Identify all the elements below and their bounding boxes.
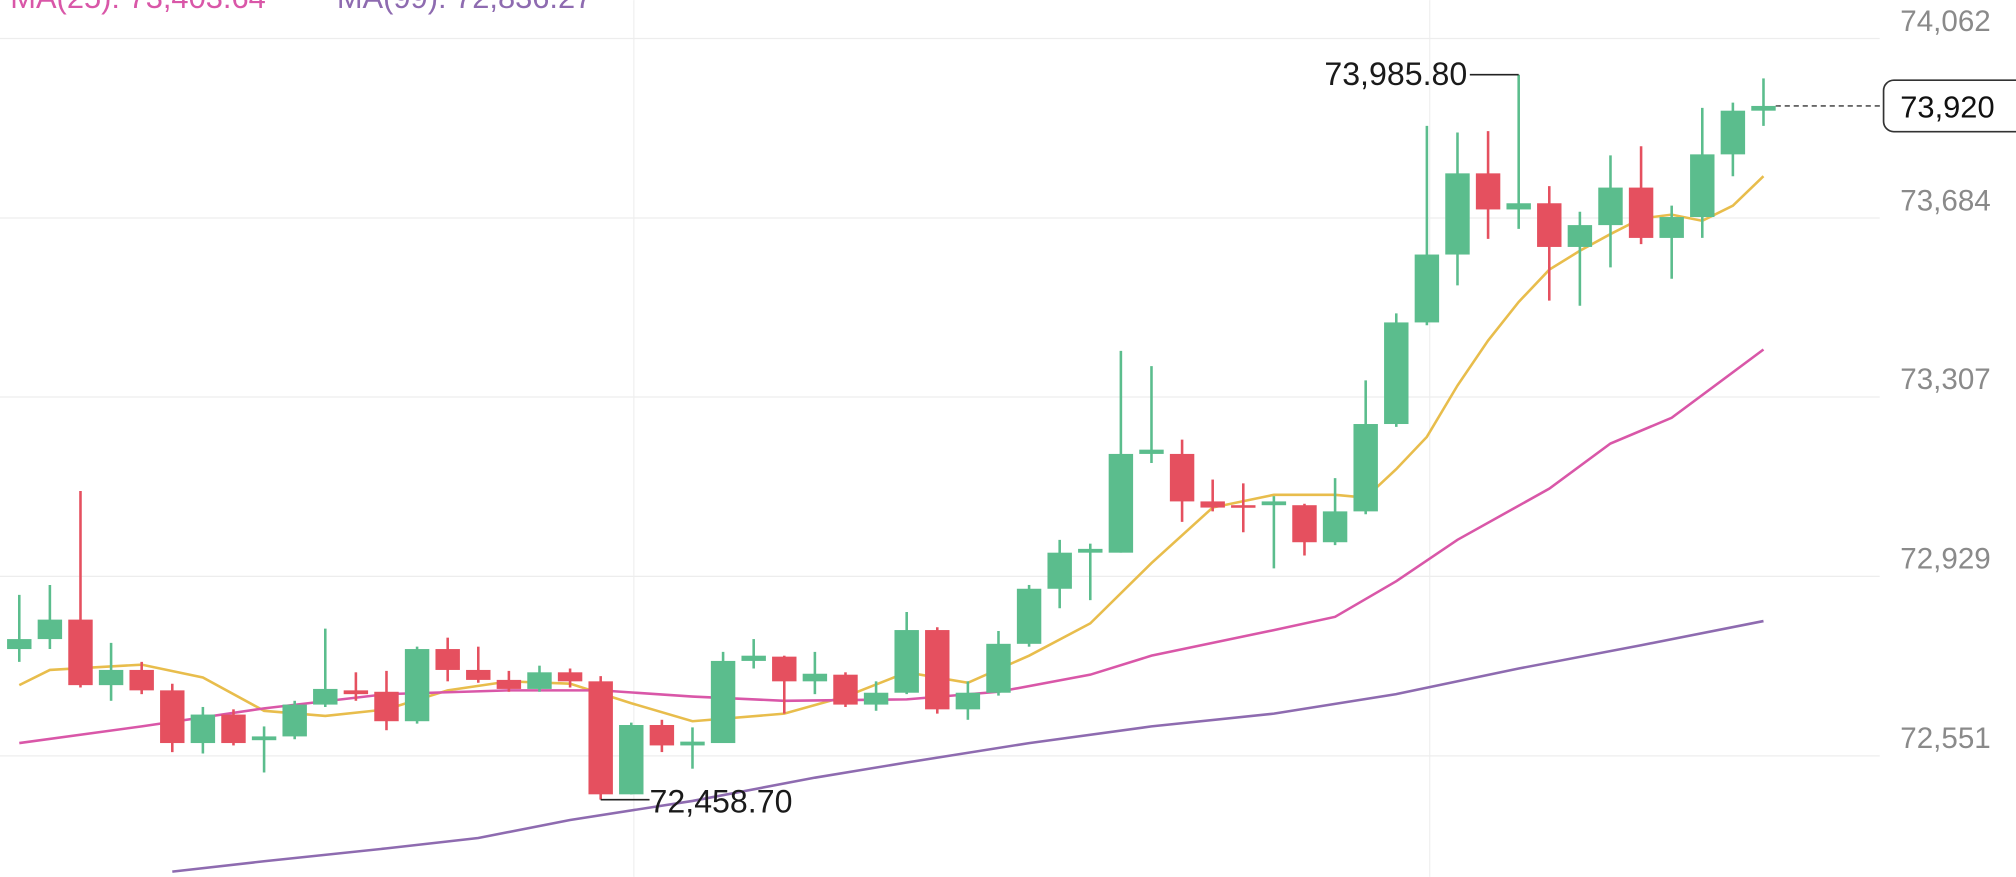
candle-body [313,688,338,705]
candle-body [1139,449,1164,454]
candle-body [1108,453,1134,553]
candle-body [588,681,613,795]
candle-body [1078,548,1103,553]
candle-body [37,619,63,640]
candle-body [1261,501,1287,506]
last-price-tag [1882,79,2016,133]
candle-body [282,704,307,737]
y-tick-label: 74,062 [1900,5,1990,38]
y-tick-label: 73,307 [1900,363,1990,396]
candle-body [404,649,430,722]
candle-body [894,630,919,693]
annotation-label: 73,985.80 [1324,56,1467,92]
candle-body [986,643,1011,693]
candle-body [527,672,552,689]
candle-body [1659,217,1684,238]
candle-body [1567,225,1593,247]
candle-body [1537,203,1562,247]
candle-body [1475,173,1501,210]
candle-body [1200,501,1225,508]
candle-body [1690,154,1715,218]
candle-body [496,679,522,689]
candle-body [1322,511,1348,543]
candle-body [343,690,369,695]
y-tick-label: 72,551 [1900,722,1990,755]
candle-body [1353,424,1378,512]
ma-line [18,175,1765,723]
candles [7,74,1776,800]
candle-body [955,692,981,710]
candle-body [649,725,675,746]
candle-body [466,669,491,680]
candle-body [1506,203,1531,210]
candle-body [710,660,736,744]
candle-body [7,639,32,650]
candle-body [1445,173,1470,255]
candle-body [68,619,93,686]
y-tick-label: 72,929 [1900,543,1990,576]
candle-body [190,714,216,744]
candle-body [1231,505,1256,508]
candle-body [680,741,705,746]
candle-body [1628,187,1654,238]
y-tick-label: 73,684 [1900,184,1990,217]
candle-body [1047,552,1072,589]
legend-entry: MA(25): 73,403.64 [10,0,265,15]
candle-body [1016,588,1042,644]
candle-body [221,714,246,744]
labels: 72,551 72,929 73,307 73,684 74,062 MA(25): 73… [10,0,2016,820]
candle-body [557,672,583,682]
candle-body [1751,105,1776,111]
candle-body [129,669,154,691]
candle-body [863,692,889,705]
candle-body [1169,453,1195,502]
ma-line [172,619,1764,873]
candle-body [374,691,399,722]
candle-body [741,655,766,661]
last-price-label: 73,920 [1900,90,1994,125]
candle-body [925,630,950,710]
candle-body [772,656,797,682]
candle-body [833,674,858,705]
candle-body [435,649,460,670]
moving-averages [18,175,1765,873]
candle-body [98,669,124,686]
ma-line [19,348,1765,745]
candle-body [160,690,185,744]
legend-entry: MA(99): 72,836.27 [337,0,592,15]
candle-body [1720,110,1746,155]
candle-body [619,725,644,795]
candle-body [1598,187,1623,226]
candle-body [1384,322,1409,425]
candle-body [1414,254,1440,323]
candle-body [1292,505,1317,543]
annotation-label: 72,458.70 [650,784,793,820]
grid [0,37,1880,757]
candle-body [802,673,828,682]
candle-body [251,736,277,741]
